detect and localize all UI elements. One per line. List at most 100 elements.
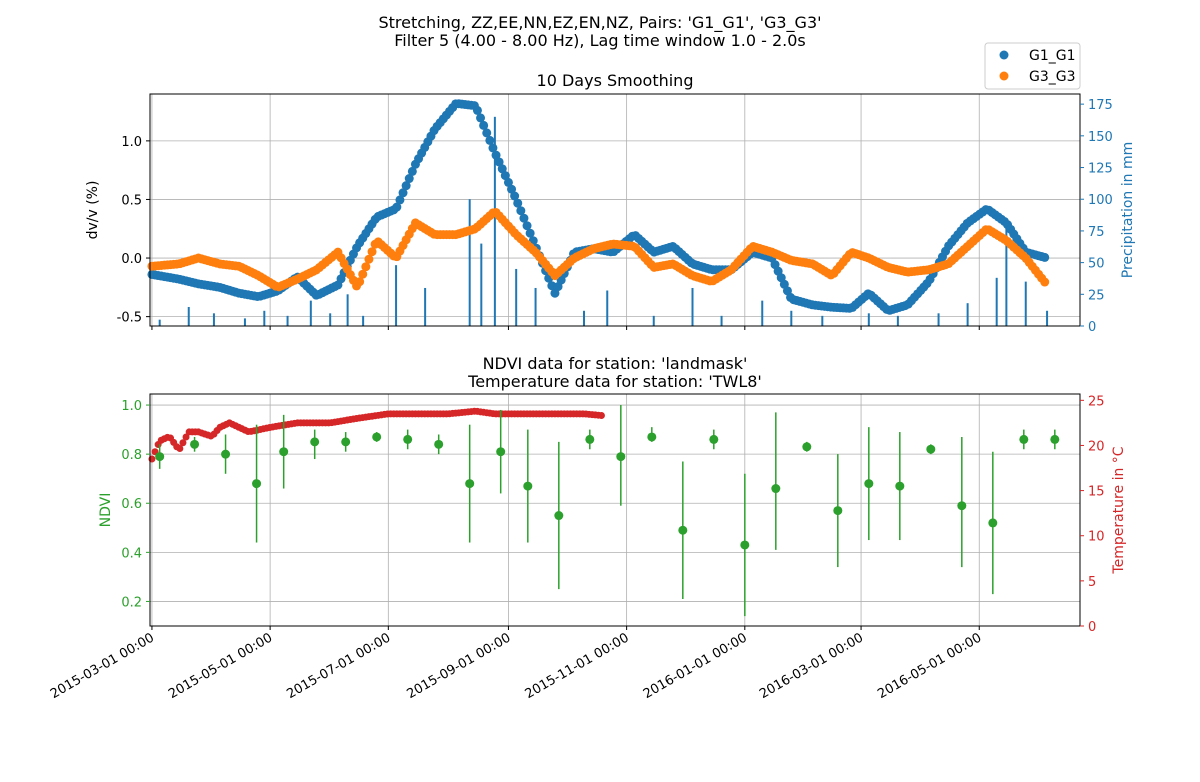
bottom-left-tick-label: 0.8 [121, 448, 142, 463]
g3-point [367, 247, 377, 257]
precipitation-bar [790, 310, 793, 326]
bottom-right-tick-label: 5 [1088, 575, 1096, 590]
temperature-point [176, 445, 184, 453]
top-x-axis-ticks [151, 326, 980, 330]
temperature-point [182, 433, 190, 441]
precipitation-bar [468, 199, 471, 326]
g1-point [392, 202, 402, 212]
precipitation-bar [515, 268, 518, 326]
bottom-x-tick-label: 2015-11-01 00:00 [523, 630, 632, 702]
g1-point [513, 198, 523, 208]
precipitation-bar [309, 300, 312, 326]
top-left-tick-label: -0.5 [117, 311, 142, 326]
precipitation-bar [937, 313, 940, 326]
g1-point [510, 191, 520, 201]
precipitation-bar [158, 319, 161, 326]
g1-point [500, 171, 510, 181]
ndvi-point [833, 506, 843, 516]
ndvi-point [252, 479, 262, 489]
top-right-tick-label: 175 [1088, 98, 1113, 113]
bottom-x-tick-label: 2016-05-01 00:00 [875, 630, 984, 702]
g1-point [516, 206, 526, 216]
bottom-right-tick-label: 0 [1088, 620, 1096, 635]
g3-point [364, 254, 374, 264]
bottom-right-tick-label: 20 [1088, 439, 1105, 454]
bottom-x-tick-label: 2015-05-01 00:00 [166, 630, 275, 702]
top-left-tick-label: 1.0 [121, 135, 142, 150]
g1-point [491, 150, 501, 160]
ndvi-point [190, 439, 200, 449]
temperature-series [148, 407, 605, 463]
g3-point [361, 262, 371, 272]
top-grid [150, 94, 1080, 326]
ndvi-point [740, 540, 750, 550]
precipitation-bar [493, 116, 496, 326]
precipitation-bar [424, 287, 427, 326]
precipitation-bar [995, 277, 998, 326]
bottom-x-tick-label: 2015-07-01 00:00 [284, 630, 393, 702]
legend-marker-g1 [999, 50, 1009, 60]
g1-point [479, 120, 489, 130]
g1-point [476, 113, 486, 123]
bottom-plot-frame [149, 393, 1081, 627]
ndvi-point [771, 484, 781, 494]
bottom-grid [150, 394, 1080, 626]
top-left-axis-ticks: -0.5 0.0 0.5 1.0 [117, 135, 150, 326]
ndvi-point [403, 434, 413, 444]
top-left-axis-label: dv/v (%) [85, 181, 101, 240]
precipitation-bar [1005, 224, 1008, 326]
temperature-point [179, 439, 187, 447]
bottom-left-tick-label: 0.2 [121, 595, 142, 610]
g1-point [503, 177, 513, 187]
precipitation-bar [691, 287, 694, 326]
ndvi-point [221, 449, 231, 459]
ndvi-point [496, 447, 506, 457]
precipitation-bar [243, 318, 246, 326]
g1-point [519, 213, 529, 223]
g1-point [1040, 252, 1050, 262]
ndvi-point [926, 444, 936, 454]
precipitation-bar [583, 310, 585, 326]
bottom-right-tick-label: 10 [1088, 530, 1105, 545]
precipitation-bar [346, 294, 349, 326]
top-right-tick-label: 25 [1088, 288, 1105, 303]
ndvi-point [585, 434, 595, 444]
g1-point [395, 195, 405, 205]
g1-point [472, 105, 482, 115]
ndvi-point [616, 452, 626, 462]
g3-point [1040, 277, 1050, 287]
g3-point [358, 269, 368, 279]
bottom-right-tick-label: 25 [1088, 394, 1105, 409]
bottom-x-axis-ticks: 2015-03-01 00:00 2015-05-01 00:00 2015-07-… [48, 626, 984, 702]
ndvi-point [988, 518, 998, 528]
g3-point [355, 277, 365, 287]
precipitation-bar [329, 313, 332, 326]
top-right-axis-label: Precipitation in mm [1120, 142, 1136, 278]
precipitation-bar [534, 287, 537, 326]
ndvi-point [155, 452, 165, 462]
top-left-tick-label: 0.0 [121, 252, 142, 267]
ndvi-point [1050, 434, 1060, 444]
bottom-left-tick-label: 1.0 [121, 399, 142, 414]
g1-point [494, 157, 504, 167]
legend-label-g1: G1_G1 [1029, 48, 1076, 64]
ndvi-point [434, 439, 444, 449]
ndvi-point [1019, 434, 1029, 444]
precipitation-bar [966, 303, 969, 326]
top-plot-frame [149, 93, 1081, 327]
top-right-axis-ticks: 0 25 50 75 100 125 150 175 [1080, 98, 1113, 335]
precipitation-bar [187, 306, 190, 326]
top-right-tick-label: 100 [1088, 193, 1113, 208]
bottom-x-tick-label: 2015-03-01 00:00 [48, 630, 157, 702]
ndvi-point [523, 481, 533, 491]
ndvi-point [647, 432, 657, 442]
top-left-tick-label: 0.5 [121, 193, 142, 208]
g3-series [147, 207, 1050, 292]
temperature-point [148, 455, 156, 463]
ndvi-point [957, 501, 967, 511]
g1-point [407, 166, 417, 176]
legend-frame [984, 42, 1081, 90]
ndvi-point [279, 447, 289, 457]
ndvi-point [678, 525, 688, 535]
bottom-right-tick-label: 15 [1088, 485, 1105, 500]
